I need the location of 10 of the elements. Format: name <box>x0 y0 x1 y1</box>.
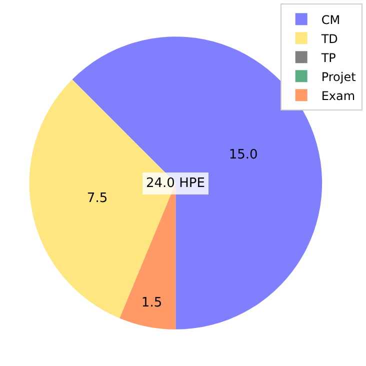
data-label: 1.5 <box>141 296 162 311</box>
legend-label: TP <box>320 50 336 65</box>
legend-label: TD <box>320 32 338 46</box>
data-label: 15.0 <box>228 147 258 162</box>
data-label: 7.5 <box>86 191 108 206</box>
legend-label: Exam <box>321 88 356 103</box>
pie-slice <box>72 36 322 330</box>
legend-label: CM <box>321 12 340 27</box>
text: 24.0 HPE <box>146 176 205 191</box>
legend-label: Projet <box>321 70 356 84</box>
